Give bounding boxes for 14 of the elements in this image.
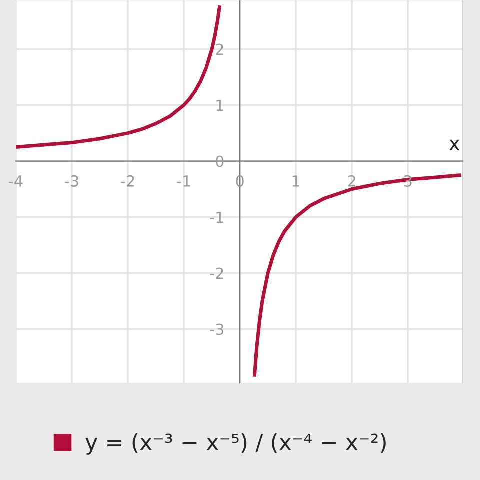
x-tick-label: -2 [121, 175, 134, 187]
x-tick-label: -4 [9, 176, 23, 187]
y-tick-label: 2 [216, 44, 224, 56]
y-tick-label: 1 [216, 100, 224, 112]
x-tick-label: 3 [404, 175, 412, 187]
y-tick-label: -2 [210, 268, 224, 280]
x-tick-label: -1 [177, 176, 190, 187]
y-tick-label: -3 [210, 324, 224, 336]
y-tick-label: -1 [210, 212, 224, 224]
legend-label: y = (x⁻³ − x⁻⁵) / (x⁻⁴ − x⁻²) [86, 433, 386, 455]
x-tick-label: -3 [65, 175, 78, 187]
x-axis-title: x [449, 140, 460, 150]
x-tick-label: 1 [292, 176, 300, 187]
x-tick-label: 2 [348, 175, 356, 187]
